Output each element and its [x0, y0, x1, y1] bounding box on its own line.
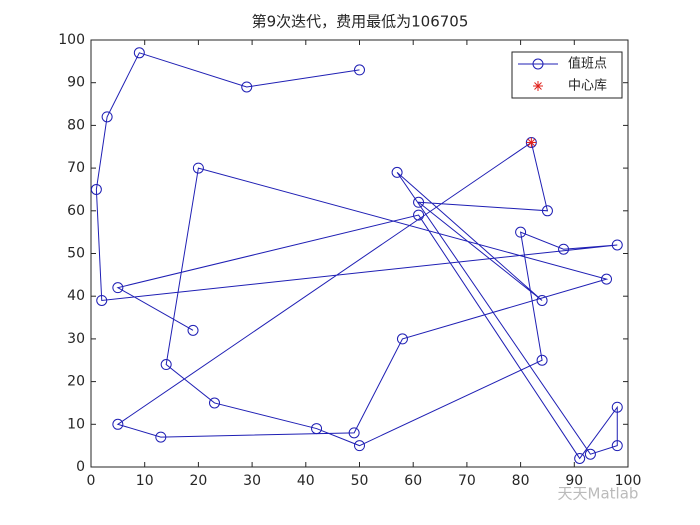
x-tick-label: 10 [136, 473, 154, 489]
legend-label: 值班点 [568, 56, 607, 72]
x-tick-label: 50 [351, 473, 369, 489]
point-marker [187, 324, 199, 336]
point-marker [209, 397, 221, 409]
point-marker [396, 333, 408, 345]
chart-title: 第9次迭代，费用最低为106705 [252, 13, 469, 31]
y-tick-label: 30 [67, 331, 85, 347]
point-marker [311, 423, 323, 435]
point-marker [90, 183, 102, 195]
x-tick-label: 30 [243, 473, 261, 489]
point-marker [101, 111, 113, 123]
point-marker [584, 448, 596, 460]
point-marker [413, 196, 425, 208]
y-tick-label: 100 [58, 32, 85, 48]
star-marker [533, 81, 543, 91]
y-tick-label: 0 [76, 459, 85, 475]
y-tick-label: 20 [67, 374, 85, 390]
y-tick-label: 10 [67, 416, 85, 432]
point-marker [348, 427, 360, 439]
x-tick-label: 60 [404, 473, 422, 489]
x-tick-label: 70 [458, 473, 476, 489]
legend-label: 中心库 [568, 78, 607, 94]
plot-area [90, 39, 629, 468]
point-marker [558, 243, 570, 255]
y-tick-label: 80 [67, 117, 85, 133]
y-tick-label: 40 [67, 288, 85, 304]
point-marker [391, 166, 403, 178]
x-tick-label: 40 [297, 473, 315, 489]
y-tick-label: 70 [67, 160, 85, 176]
star-stroke [534, 82, 542, 90]
star-stroke [527, 138, 536, 147]
point-marker [611, 401, 623, 413]
point-marker [192, 162, 204, 174]
point-marker [241, 81, 253, 93]
x-tick-label: 20 [189, 473, 207, 489]
point-marker [536, 294, 548, 306]
point-marker [413, 209, 425, 221]
legend-marker [532, 58, 544, 70]
point-marker [611, 440, 623, 452]
point-marker [354, 64, 365, 76]
legend-box [511, 51, 623, 99]
point-marker [611, 239, 623, 251]
point-marker [515, 226, 527, 238]
watermark: 天天Matlab [558, 485, 639, 503]
point-marker [155, 431, 167, 443]
y-tick-label: 60 [67, 203, 85, 219]
point-marker [112, 418, 124, 430]
point-marker [574, 452, 586, 464]
point-marker [112, 282, 124, 294]
point-marker [601, 273, 613, 285]
point-marker [354, 440, 365, 452]
x-tick-label: 0 [87, 473, 96, 489]
x-tick-label: 100 [615, 473, 642, 489]
point-marker [536, 354, 548, 366]
x-tick-label: 90 [565, 473, 583, 489]
star-marker [526, 137, 537, 148]
y-tick-label: 90 [67, 75, 85, 91]
x-tick-label: 80 [512, 473, 530, 489]
point-marker [96, 294, 108, 306]
point-marker [541, 205, 553, 217]
point-marker [160, 359, 172, 371]
y-tick-label: 50 [67, 246, 85, 262]
point-marker [133, 47, 145, 59]
